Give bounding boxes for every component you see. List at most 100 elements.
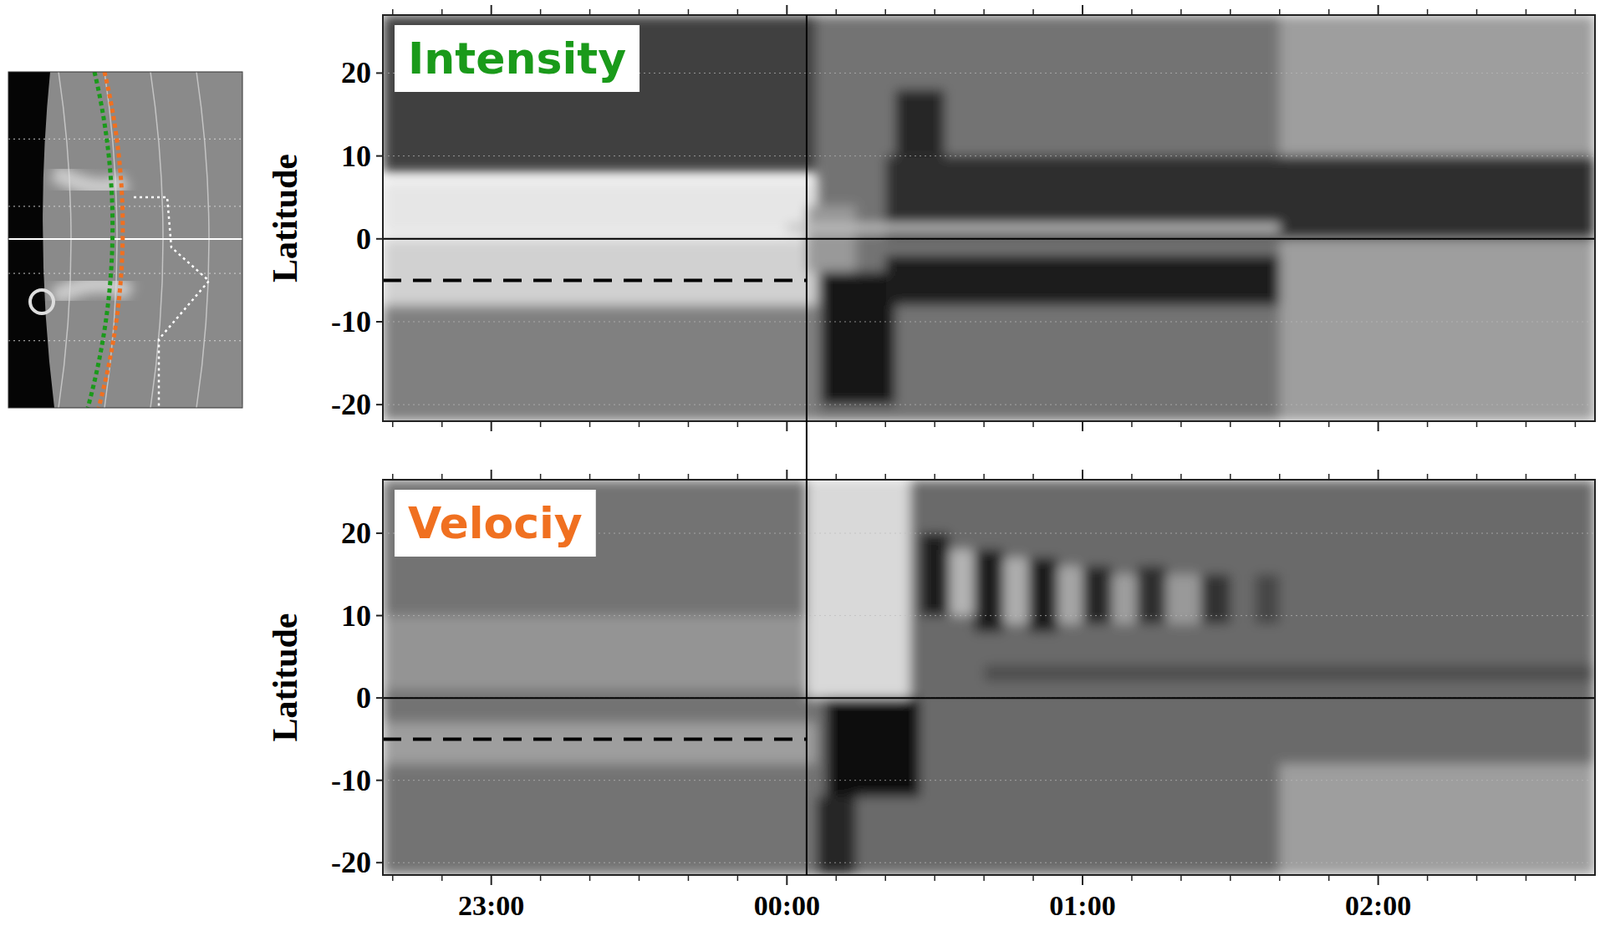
x-tick [1081, 875, 1084, 886]
x-minor-tick [1278, 473, 1281, 480]
feature-cell [919, 533, 949, 617]
x-minor-tick [1525, 473, 1528, 480]
x-minor-tick [983, 421, 985, 428]
x-tick [490, 5, 493, 16]
x-minor-tick [1229, 421, 1232, 428]
x-minor-tick [737, 473, 739, 480]
feature-cell [382, 239, 817, 306]
x-minor-tick [884, 421, 887, 428]
x-tick [785, 5, 788, 16]
y-axis-title: Latitude [265, 153, 305, 283]
reference-line [382, 278, 807, 282]
feature-cell [983, 665, 1595, 683]
x-tick [1377, 875, 1380, 886]
feature-cell [895, 89, 945, 156]
x-tick [785, 421, 788, 432]
x-minor-tick [1328, 875, 1330, 882]
feature-cell [786, 224, 1279, 233]
x-minor-tick [835, 473, 838, 480]
x-minor-tick [1131, 9, 1133, 16]
x-minor-tick [638, 875, 641, 882]
x-minor-tick [441, 473, 444, 480]
y-tick [376, 238, 383, 240]
inset-frame [8, 71, 243, 408]
feature-cell [1166, 574, 1201, 624]
x-tick-label: 23:00 [458, 890, 525, 922]
reference-line [382, 737, 807, 741]
grid-line [8, 138, 243, 140]
panel: -20-1001020LatitudeIntensity [265, 5, 1595, 432]
feature-cell [382, 15, 817, 173]
feature-cell [382, 479, 817, 876]
x-minor-tick [1032, 9, 1035, 16]
inset-image [8, 71, 255, 408]
x-minor-tick [983, 875, 985, 882]
x-tick [785, 469, 788, 480]
x-minor-tick [1131, 473, 1133, 480]
x-minor-tick [540, 9, 542, 16]
x-minor-tick [1032, 421, 1035, 428]
x-minor-tick [1525, 875, 1528, 882]
x-minor-tick [737, 421, 739, 428]
x-minor-tick [392, 421, 394, 428]
panel-title: Intensity [407, 33, 627, 84]
reference-line [382, 697, 1595, 699]
x-tick-label: 01:00 [1049, 890, 1116, 922]
grid-line [8, 273, 243, 275]
x-minor-tick [835, 9, 838, 16]
x-tick-label: 00:00 [754, 890, 821, 922]
feature-cell [1003, 558, 1029, 625]
feature-cell [1028, 558, 1058, 633]
y-tick [376, 155, 383, 158]
x-minor-tick [933, 473, 936, 480]
features [382, 15, 1595, 422]
reference-line [805, 15, 808, 876]
feature-cell [949, 550, 974, 617]
x-minor-tick [933, 421, 936, 428]
x-minor-tick [1328, 421, 1330, 428]
x-minor-tick [983, 473, 985, 480]
x-minor-tick [1426, 875, 1429, 882]
x-minor-tick [1574, 875, 1577, 882]
y-tick-label: 0 [356, 681, 372, 715]
x-tick [1377, 421, 1380, 432]
feature-cell [1254, 574, 1279, 624]
feature-cell [382, 616, 817, 691]
x-minor-tick [1476, 421, 1478, 428]
x-minor-tick [589, 421, 592, 428]
x-tick [490, 421, 493, 432]
grid-line [8, 205, 243, 207]
x-minor-tick [638, 9, 641, 16]
x-minor-tick [687, 9, 690, 16]
feature-cell [1082, 565, 1112, 624]
x-minor-tick [1131, 421, 1133, 428]
y-tick-label: -20 [331, 387, 372, 422]
figure: -20-1001020LatitudeIntensity23:0000:0001… [0, 0, 1600, 931]
inset-content [8, 71, 243, 408]
x-minor-tick [589, 473, 592, 480]
feature-cell [806, 479, 911, 699]
x-minor-tick [1180, 421, 1183, 428]
inset-bg [8, 71, 243, 408]
feature-cell [973, 550, 1004, 633]
x-minor-tick [983, 9, 985, 16]
x-minor-tick [1180, 9, 1183, 16]
x-minor-tick [540, 473, 542, 480]
x-tick [1377, 469, 1380, 480]
panel-title: Velociy [407, 498, 583, 549]
panel: 23:0000:0001:0002:00-20-1001020LatitudeV… [265, 469, 1595, 922]
x-minor-tick [933, 9, 936, 16]
y-tick [376, 532, 383, 535]
x-minor-tick [540, 421, 542, 428]
x-minor-tick [1476, 9, 1478, 16]
x-minor-tick [1328, 9, 1330, 16]
x-minor-tick [835, 875, 838, 882]
x-minor-tick [687, 473, 690, 480]
grid-line [8, 340, 243, 342]
feature-cell [825, 698, 920, 797]
x-minor-tick [392, 9, 394, 16]
y-tick [376, 697, 383, 699]
x-minor-tick [1574, 9, 1577, 16]
x-minor-tick [441, 875, 444, 882]
x-minor-tick [737, 875, 739, 882]
